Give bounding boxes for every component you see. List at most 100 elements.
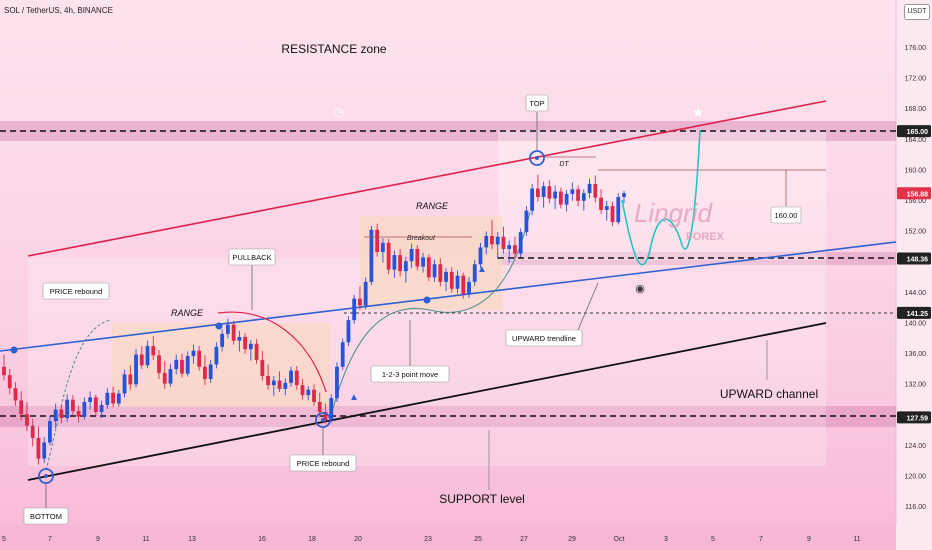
range-box-2 <box>360 216 502 310</box>
candle-body <box>610 206 615 223</box>
y-tick-label: 160.00 <box>905 167 927 174</box>
trendline-touch-2 <box>215 322 223 330</box>
price-tag-label: 148.36 <box>907 256 929 263</box>
x-tick-label: 9 <box>96 536 100 543</box>
candle-body <box>266 375 270 386</box>
candle-body <box>329 398 334 421</box>
candle-body <box>220 333 225 347</box>
candle-body <box>30 425 35 438</box>
annotation-box <box>289 454 357 472</box>
candle-body <box>260 359 265 376</box>
candle-body <box>174 359 179 370</box>
x-tick-label: 7 <box>759 536 763 543</box>
price-axis-panel <box>896 0 932 550</box>
top-marker[interactable] <box>529 150 545 166</box>
candle-body <box>421 257 425 267</box>
candle-body <box>576 189 580 201</box>
candle-body <box>524 210 529 233</box>
x-tick-label: 7 <box>48 536 52 543</box>
y-tick-label: 156.00 <box>905 198 927 205</box>
x-tick-label: 18 <box>308 536 316 543</box>
y-tick-label: 116.00 <box>905 504 926 511</box>
x-tick-label: 20 <box>354 536 362 543</box>
rocket-icon-1: ▲ <box>349 392 359 403</box>
bottom-marker[interactable] <box>38 468 54 484</box>
candle-body <box>490 235 494 245</box>
time-axis[interactable]: 5 7 9 11 13 16 18 20 23 25 27 29 Oct 3 5 7 9 11 <box>2 536 861 543</box>
y-tick-label: 132.00 <box>905 382 927 389</box>
candle-body <box>541 186 546 197</box>
x-tick-label: 29 <box>568 536 576 543</box>
resistance-zone <box>0 121 896 141</box>
resistance-channel-line <box>27 100 827 257</box>
candle-body <box>36 437 41 459</box>
x-tick-label: 11 <box>142 536 149 543</box>
breakout-curve <box>329 211 531 421</box>
x-tick-label: 5 <box>711 536 715 543</box>
candle-body <box>570 189 575 194</box>
candle-body <box>455 275 460 289</box>
candle-body <box>335 366 339 399</box>
price-tag <box>897 411 931 424</box>
annotation-box-label: 160.00 <box>775 211 798 220</box>
candles-group <box>2 174 626 465</box>
candle-body <box>191 350 196 357</box>
breakout-label: Breakout <box>407 235 436 242</box>
annotation-box <box>228 248 276 266</box>
candle-body <box>616 196 621 223</box>
trendline-connector <box>577 282 599 331</box>
y-tick-label: 120.00 <box>905 473 927 480</box>
candle-body <box>48 421 52 443</box>
candle-body <box>369 229 374 282</box>
annotation-box-label: TOP <box>529 99 544 108</box>
candle-body <box>70 399 75 412</box>
candle-body <box>323 411 328 421</box>
candle-body <box>82 401 87 417</box>
candle-body <box>467 281 471 295</box>
candle-body <box>99 405 104 412</box>
candle-body <box>300 385 305 396</box>
candle-body <box>501 236 506 249</box>
candle-body <box>65 399 70 419</box>
rebound-marker[interactable] <box>315 412 331 428</box>
candle-body <box>518 232 523 254</box>
candle-body <box>444 271 448 282</box>
candle-body <box>352 298 357 321</box>
candle-body <box>185 356 190 374</box>
candle-body <box>581 193 586 201</box>
candle-body <box>593 183 598 198</box>
annotation-box-label: PRICE rebound <box>297 459 350 468</box>
candle-body <box>283 382 288 389</box>
rebound-curve <box>45 319 111 471</box>
candle-body <box>289 370 293 383</box>
candle-body <box>53 409 58 422</box>
candle-body <box>214 346 219 365</box>
candle-body <box>484 235 489 248</box>
candle-body <box>547 186 552 199</box>
support-channel-line <box>27 322 827 481</box>
y-tick-label: 136.00 <box>905 351 927 358</box>
annotation-box-label: PULLBACK <box>232 253 271 262</box>
candle-body <box>197 350 202 367</box>
candle-body <box>277 380 282 389</box>
x-tick-label: 23 <box>424 536 432 543</box>
label-boxes: TOP PULLBACK PRICE rebound PRICE rebound BOT… <box>23 94 802 525</box>
price-tag-label: 141.25 <box>907 311 929 318</box>
candle-body <box>76 411 81 417</box>
currency-badge[interactable]: USDT <box>904 4 930 20</box>
pullback-curve <box>217 311 327 393</box>
candle-body <box>237 336 242 341</box>
rocket-icon-2: ▲ <box>477 264 487 275</box>
candle-body <box>271 380 276 386</box>
candle-body <box>42 442 47 459</box>
annotation-box-label: UPWARD trendline <box>512 334 576 343</box>
candle-body <box>432 264 437 278</box>
candle-body <box>380 242 385 253</box>
watermark-brand: Lingrid <box>634 198 714 228</box>
annotation-box <box>23 507 69 525</box>
x-tick-label: 5 <box>2 536 6 543</box>
candle-body <box>622 193 626 197</box>
candle-body <box>604 206 609 210</box>
candle-body <box>111 392 115 404</box>
